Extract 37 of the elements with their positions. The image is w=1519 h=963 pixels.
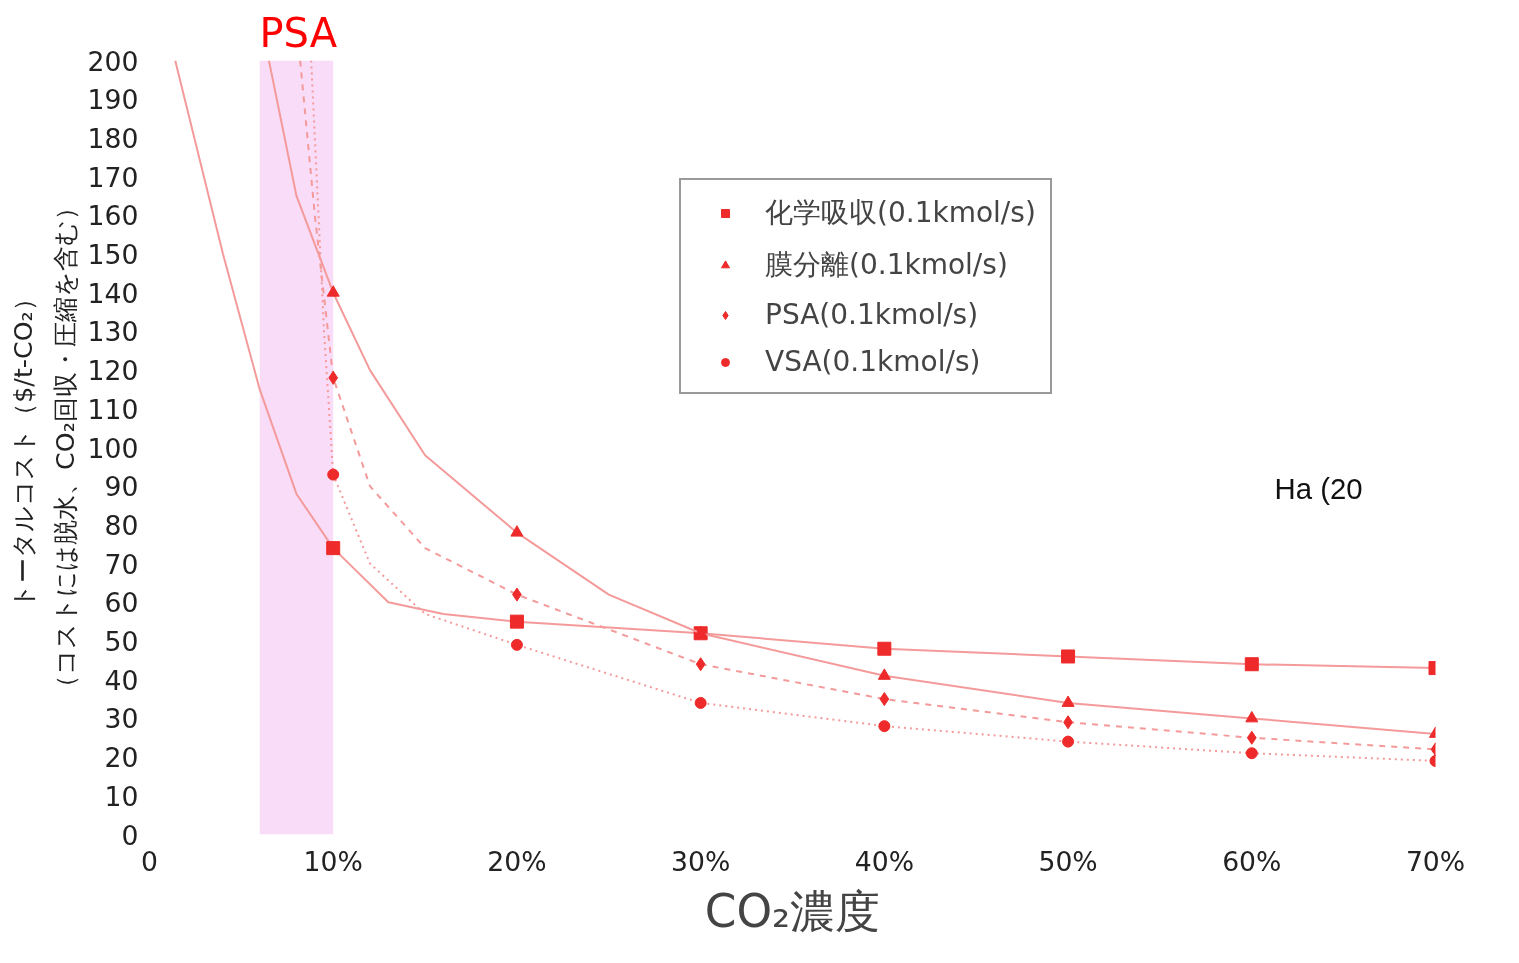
y-tick-label: 80 [104, 509, 139, 541]
y-tick-label: 10 [104, 780, 139, 812]
legend-label: 化学吸収(0.1kmol/s) [765, 195, 1036, 231]
y-tick-label: 110 [87, 393, 139, 425]
y-tick-label: 170 [87, 161, 139, 193]
y-tick-label: 120 [87, 355, 139, 387]
x-axis-title: CO₂濃度 [704, 884, 881, 938]
text: （コストには脱水、CO₂回収・圧縮を含む） [49, 195, 80, 700]
y-tick-label: 180 [87, 122, 139, 154]
y-tick-label: 70 [104, 548, 139, 580]
x-tick-label: 70% [1405, 845, 1466, 877]
x-tick-label: 10% [303, 845, 363, 877]
x-tick-label: 40% [854, 845, 914, 877]
x-tick-label: 30% [671, 845, 731, 877]
y-axis-title: トータルコスト（$/t-CO₂） [7, 286, 38, 609]
x-tick-label: 50% [1038, 845, 1098, 877]
y-tick-label: 40 [104, 664, 139, 696]
x-tick-label: 60% [1222, 845, 1282, 877]
y-tick-label: 190 [87, 84, 139, 116]
y-tick-label: 130 [87, 316, 139, 348]
legend-label: VSA(0.1kmol/s) [765, 345, 981, 378]
text: PSA [259, 9, 338, 56]
y-tick-label: 50 [104, 626, 139, 657]
y-tick-label: 140 [87, 277, 139, 309]
legend-label: PSA(0.1kmol/s) [765, 298, 979, 331]
y-tick-label: 20 [104, 742, 139, 774]
y-tick-label: 160 [87, 200, 139, 232]
y-tick-label: 150 [87, 239, 139, 270]
x-tick-label: 20% [487, 845, 547, 877]
y-tick-label: 100 [87, 432, 139, 464]
y-tick-label: 30 [104, 703, 139, 735]
y-tick-label: 90 [104, 471, 139, 503]
legend-label: 膜分離(0.1kmol/s) [765, 247, 1008, 283]
y-tick-label: 0 [121, 819, 139, 851]
annotation: Ha (20 [1274, 471, 1363, 505]
y-tick-label: 60 [104, 587, 139, 619]
y-tick-label: 200 [87, 45, 139, 77]
